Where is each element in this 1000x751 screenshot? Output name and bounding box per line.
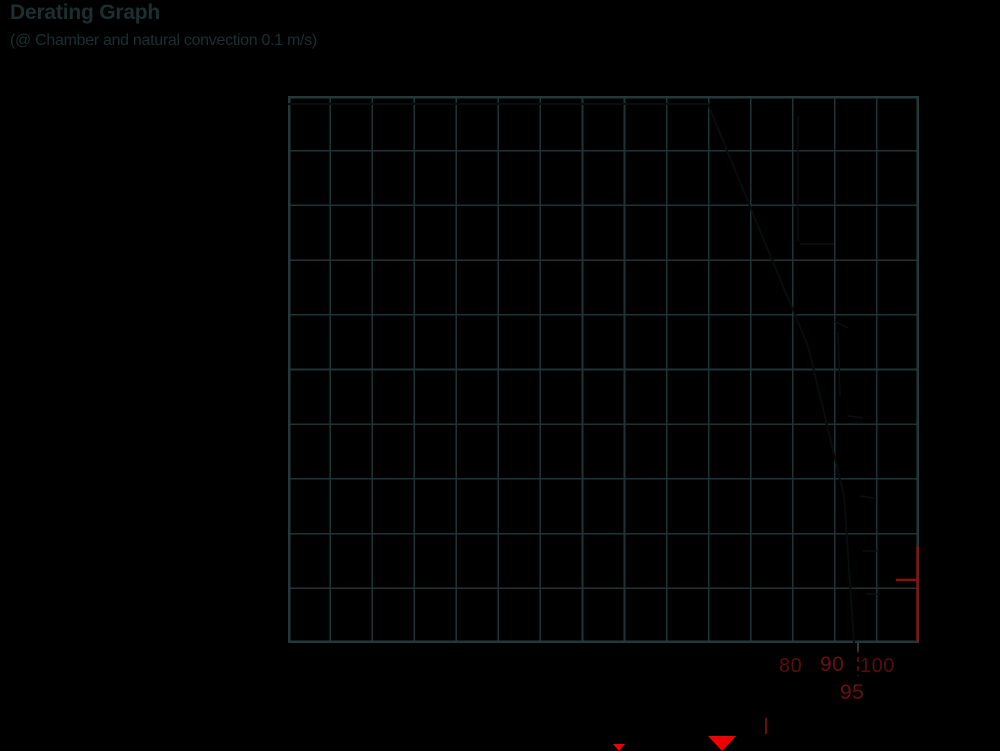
chart-subtitle: (@ Chamber and natural convection 0.1 m/…	[10, 32, 317, 49]
chart-grid	[288, 96, 919, 643]
page-title: Derating Graph	[10, 1, 161, 24]
x-axis-label-100: 100	[860, 655, 895, 677]
marker-triangle-left	[613, 744, 625, 751]
plot-area	[288, 96, 919, 643]
x-axis-label-95: 95	[840, 681, 865, 704]
marker-triangle-right	[708, 736, 736, 751]
x-axis-label-80: 80	[779, 655, 803, 677]
chart-header: Derating Graph (@ Chamber and natural co…	[10, 0, 610, 52]
x-axis-label-90: 90	[820, 653, 845, 676]
